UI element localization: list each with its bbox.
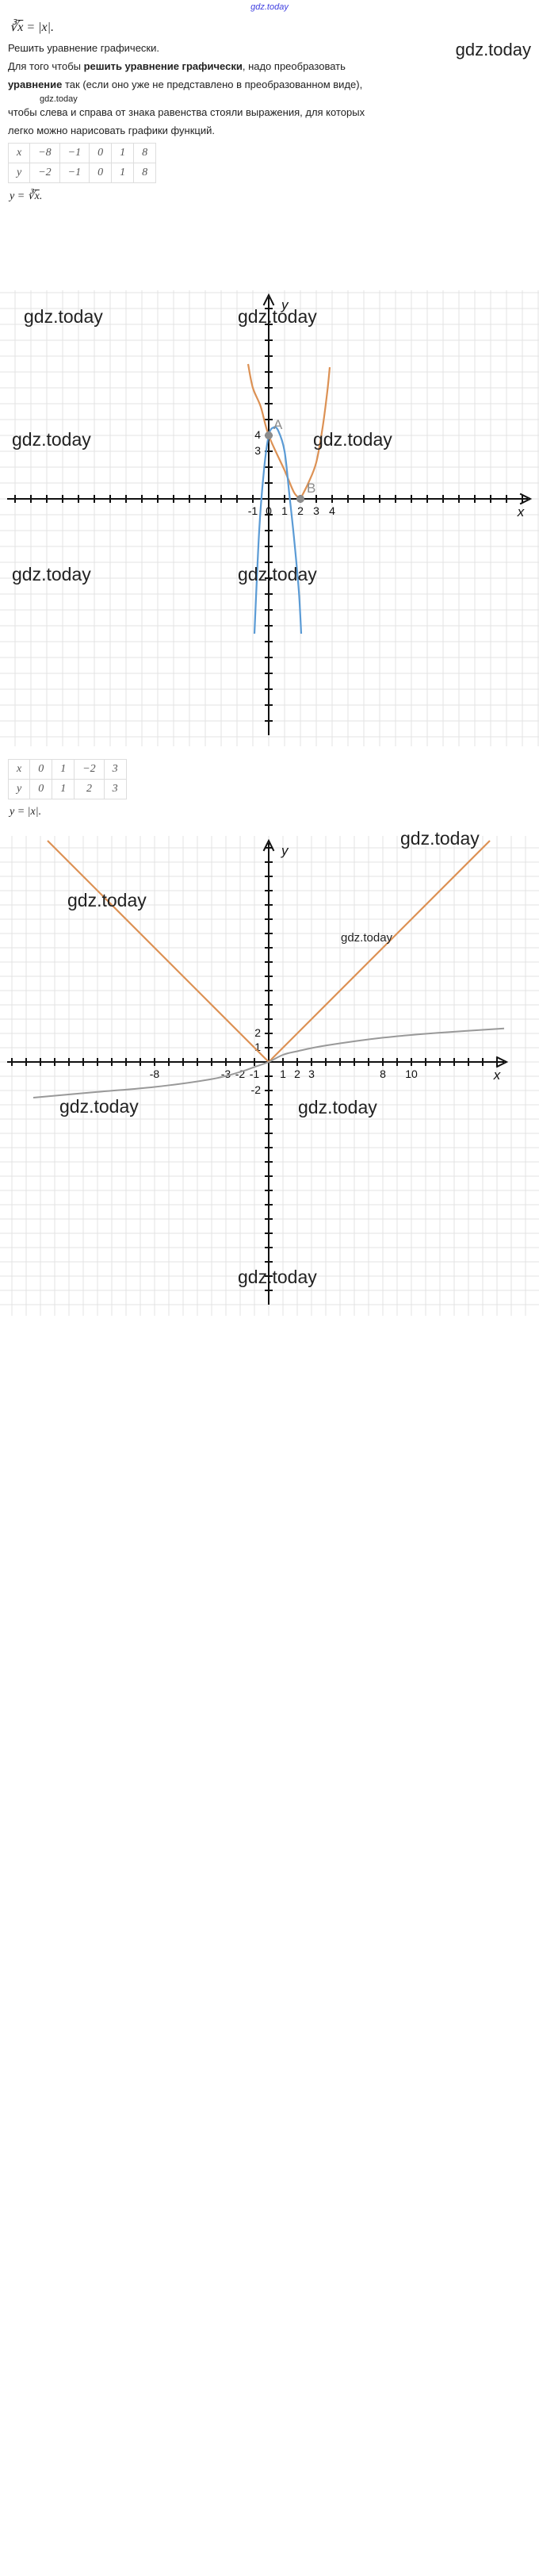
svg-text:2: 2 xyxy=(254,1026,261,1039)
svg-text:2: 2 xyxy=(294,1068,300,1080)
svg-text:B: B xyxy=(307,481,315,496)
svg-text:0: 0 xyxy=(266,504,272,517)
svg-text:1: 1 xyxy=(281,504,288,517)
svg-text:x: x xyxy=(493,1068,501,1083)
svg-text:-1: -1 xyxy=(248,504,258,517)
svg-text:-3: -3 xyxy=(221,1068,231,1080)
svg-text:1: 1 xyxy=(280,1068,286,1080)
svg-text:4: 4 xyxy=(254,428,261,441)
svg-text:-1: -1 xyxy=(250,1068,260,1080)
svg-text:x: x xyxy=(517,504,525,519)
svg-text:-8: -8 xyxy=(150,1068,160,1080)
svg-text:10: 10 xyxy=(405,1068,418,1080)
svg-text:3: 3 xyxy=(313,504,319,517)
svg-text:A: A xyxy=(273,417,283,432)
svg-text:8: 8 xyxy=(380,1068,386,1080)
svg-text:y: y xyxy=(281,843,289,858)
svg-text:2: 2 xyxy=(297,504,304,517)
svg-text:-2: -2 xyxy=(251,1083,262,1096)
svg-text:3: 3 xyxy=(308,1068,315,1080)
svg-text:-2: -2 xyxy=(235,1068,246,1080)
svg-text:4: 4 xyxy=(329,504,335,517)
svg-text:3: 3 xyxy=(254,444,261,457)
